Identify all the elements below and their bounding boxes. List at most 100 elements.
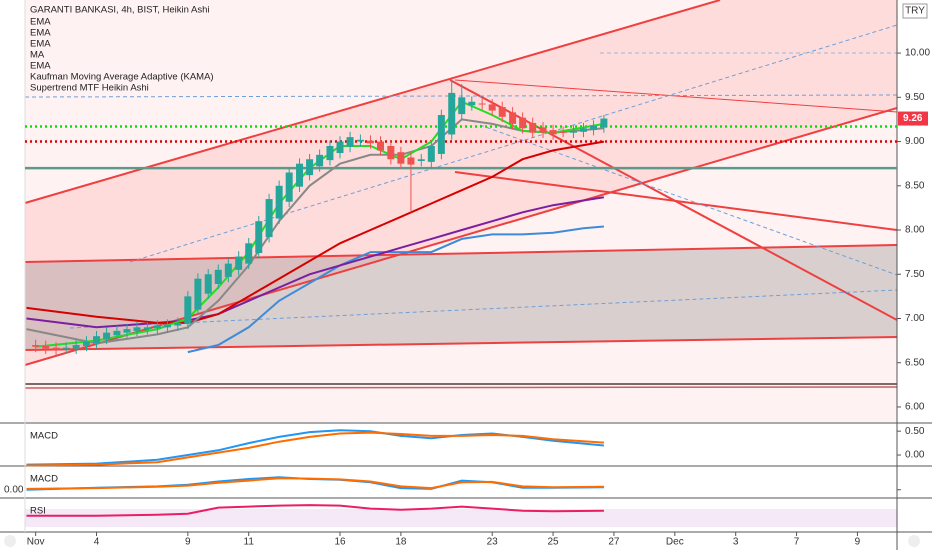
x-tick-label: 4 xyxy=(94,537,100,548)
x-tick-label: 11 xyxy=(244,537,255,548)
candle-body xyxy=(478,103,486,105)
candle-body xyxy=(123,329,131,333)
x-tick-label: Dec xyxy=(666,537,684,548)
indicator-line xyxy=(187,225,604,354)
x-tick-label: 16 xyxy=(334,537,346,548)
candle-body xyxy=(427,145,435,162)
trend-line xyxy=(24,336,898,351)
candle-body xyxy=(539,127,547,133)
y-tick-label: 9.00 xyxy=(905,136,925,147)
candle-body xyxy=(255,221,263,254)
last-price: 9.26 xyxy=(903,113,923,124)
candle-body xyxy=(387,145,395,160)
candle-body xyxy=(184,296,192,324)
candle-body xyxy=(275,185,283,219)
candle-body xyxy=(296,163,304,187)
x-tick-label: Nov xyxy=(27,537,45,548)
candle-body xyxy=(72,345,80,349)
pane-label: MACD xyxy=(30,474,58,485)
dashed-line xyxy=(479,124,898,276)
candle-body xyxy=(204,274,212,294)
candle-body xyxy=(113,330,121,336)
x-tick-label: 23 xyxy=(487,537,499,548)
candle-body xyxy=(306,159,314,176)
y-tick-label: 8.50 xyxy=(905,180,925,191)
candle-body xyxy=(600,118,608,128)
candle-body xyxy=(194,278,202,310)
auto-button[interactable] xyxy=(908,535,920,547)
dashed-line xyxy=(69,289,898,329)
pane-label: MACD xyxy=(30,431,58,442)
candle-body xyxy=(356,139,364,142)
x-tick-label: 3 xyxy=(733,537,739,548)
candle-body xyxy=(265,199,273,238)
candle-body xyxy=(569,130,577,133)
candle-body xyxy=(174,322,182,326)
candle-body xyxy=(143,327,151,330)
y-tick-label: 6.50 xyxy=(905,357,925,368)
candle-body xyxy=(235,256,243,270)
y-tick-label: 0.00 xyxy=(4,484,24,495)
y-tick-label: 10.00 xyxy=(905,48,930,59)
x-tick-label: 9 xyxy=(855,537,861,548)
candle-body xyxy=(376,141,384,151)
candle-body xyxy=(42,345,50,349)
indicator-label: Kaufman Moving Average Adaptive (KAMA) xyxy=(30,72,214,83)
indicator-label: EMA xyxy=(30,39,51,50)
x-tick-label: 25 xyxy=(548,537,560,548)
indicator-line xyxy=(26,504,604,517)
candle-body xyxy=(316,154,324,167)
y-tick-label: 0.00 xyxy=(905,450,925,461)
candle-body xyxy=(326,145,334,161)
candle-body xyxy=(590,125,598,131)
candle-body xyxy=(285,172,293,202)
candle-body xyxy=(336,141,344,154)
candle-body xyxy=(519,117,527,129)
indicator-label: MA xyxy=(30,50,45,61)
x-tick-label: 27 xyxy=(608,537,620,548)
candle-body xyxy=(133,327,141,331)
x-tick-label: 18 xyxy=(395,537,407,548)
x-tick-label: 7 xyxy=(794,537,800,548)
indicator-label: EMA xyxy=(30,17,51,28)
last-price-box xyxy=(898,111,928,126)
candle-body xyxy=(468,101,476,106)
candle-body xyxy=(580,128,588,132)
y-tick-label: 0.50 xyxy=(905,426,925,437)
indicator-label: EMA xyxy=(30,61,51,72)
x-tick-label: 9 xyxy=(185,537,191,548)
y-tick-label: 6.00 xyxy=(905,402,925,413)
indicator-label: EMA xyxy=(30,28,51,39)
candle-body xyxy=(245,243,253,264)
candle-body xyxy=(163,324,171,328)
candle-body xyxy=(82,341,90,346)
currency-box xyxy=(902,3,928,19)
candle-body xyxy=(529,122,537,133)
dashed-line xyxy=(24,94,898,98)
candle-body xyxy=(417,159,425,162)
candle-body xyxy=(32,345,40,347)
y-tick-label: 9.50 xyxy=(905,92,925,103)
trend-line xyxy=(24,244,898,263)
candle-body xyxy=(498,107,506,117)
indicator-line xyxy=(26,431,604,467)
candle-body xyxy=(559,131,567,133)
support-line xyxy=(24,386,898,389)
channel-fill xyxy=(25,0,897,365)
candle-body xyxy=(366,140,374,144)
y-tick-label: 7.00 xyxy=(905,313,925,324)
y-tick-label: 8.00 xyxy=(905,225,925,236)
candle-body xyxy=(93,336,101,344)
y-tick-label: 7.50 xyxy=(905,269,925,280)
candle-body xyxy=(153,325,161,329)
candle-body xyxy=(214,269,222,284)
candle-body xyxy=(549,130,557,135)
chart-title: GARANTI BANKASI, 4h, BIST, Heikin Ashi xyxy=(30,5,210,16)
candle-body xyxy=(397,152,405,164)
candle-body xyxy=(224,263,232,277)
rsi-band xyxy=(25,509,897,527)
pane-label: RSI xyxy=(30,506,46,517)
zoom-button[interactable] xyxy=(4,535,16,547)
